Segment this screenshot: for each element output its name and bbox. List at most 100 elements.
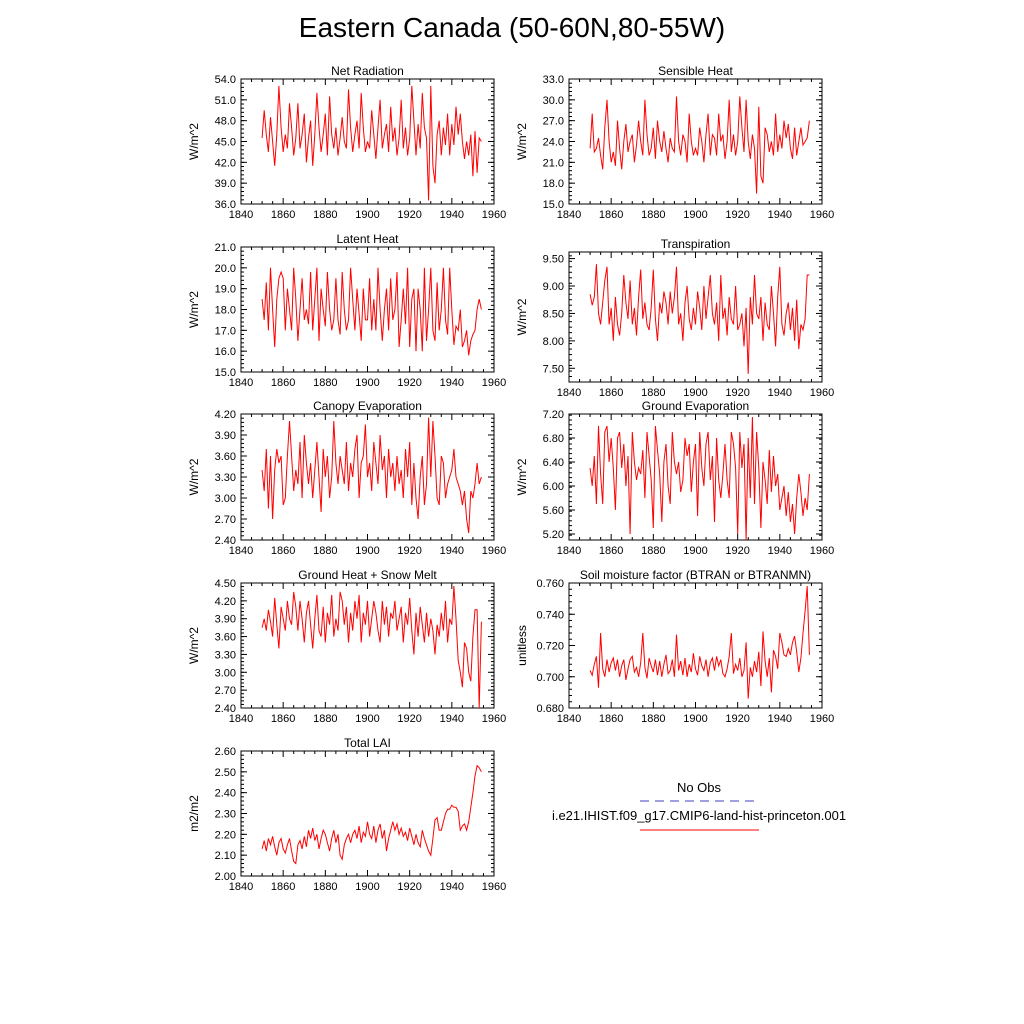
x-tick-label: 1960 xyxy=(810,209,834,221)
series-line xyxy=(261,764,482,865)
x-tick-label: 1860 xyxy=(271,713,295,725)
y-tick-label: 2.30 xyxy=(215,809,236,821)
y-tick-label: 36.0 xyxy=(215,199,236,211)
panel-title: Canopy Evaporation xyxy=(313,399,422,413)
legend-model-label: i.e21.IHIST.f09_g17.CMIP6-land-hist-prin… xyxy=(552,808,846,823)
x-tick-label: 1900 xyxy=(355,713,379,725)
x-tick-label: 1940 xyxy=(440,881,464,893)
x-tick-label: 1960 xyxy=(482,377,506,389)
x-tick-label: 1920 xyxy=(397,377,421,389)
x-tick-label: 1960 xyxy=(810,713,834,725)
y-tick-label: 3.90 xyxy=(215,430,236,442)
y-tick-label: 42.0 xyxy=(215,157,236,169)
y-tick-label: 4.50 xyxy=(215,578,236,590)
y-tick-label: 2.70 xyxy=(215,685,236,697)
x-tick-label: 1860 xyxy=(271,545,295,557)
x-tick-label: 1960 xyxy=(482,545,506,557)
y-tick-label: 7.20 xyxy=(543,409,564,421)
y-tick-label: 2.20 xyxy=(215,829,236,841)
x-tick-label: 1960 xyxy=(810,545,834,557)
x-tick-label: 1940 xyxy=(440,377,464,389)
y-tick-label: 2.40 xyxy=(215,788,236,800)
y-tick-label: 39.0 xyxy=(215,178,236,190)
x-tick-label: 1860 xyxy=(271,377,295,389)
chart-panel: Soil moisture factor (BTRAN or BTRANMN) u… xyxy=(515,568,834,725)
y-tick-label: 21.0 xyxy=(215,242,236,254)
x-tick-label: 1920 xyxy=(397,713,421,725)
y-axis-label: W/m^2 xyxy=(515,298,529,335)
x-tick-label: 1920 xyxy=(725,713,749,725)
x-tick-label: 1900 xyxy=(683,387,707,399)
x-tick-label: 1920 xyxy=(397,209,421,221)
chart-panel: Net Radiation W/m^2 1840 1860 1880 1900 1920 19… xyxy=(187,64,506,221)
y-tick-label: 17.0 xyxy=(215,325,236,337)
y-tick-label: 0.720 xyxy=(536,641,564,653)
y-axis-label: W/m^2 xyxy=(515,458,529,495)
chart-panel: Sensible Heat W/m^2 1840 1860 1880 1900 1920 19… xyxy=(515,64,834,221)
series-line xyxy=(589,586,810,699)
x-tick-label: 1940 xyxy=(768,387,792,399)
y-tick-label: 3.00 xyxy=(215,493,236,505)
x-tick-label: 1840 xyxy=(557,545,581,557)
y-tick-label: 3.30 xyxy=(215,649,236,661)
y-tick-label: 0.740 xyxy=(536,609,564,621)
legend-obs-label: No Obs xyxy=(677,780,722,795)
x-tick-label: 1920 xyxy=(397,881,421,893)
y-tick-label: 7.50 xyxy=(543,363,564,375)
y-tick-label: 6.00 xyxy=(543,481,564,493)
y-tick-label: 2.50 xyxy=(215,767,236,779)
x-tick-label: 1900 xyxy=(683,209,707,221)
plot-frame xyxy=(240,246,495,373)
x-tick-label: 1840 xyxy=(229,209,253,221)
panel-title: Soil moisture factor (BTRAN or BTRANMN) xyxy=(580,568,811,582)
y-tick-label: 21.0 xyxy=(543,157,564,169)
y-tick-label: 3.90 xyxy=(215,614,236,626)
panel-title: Ground Heat + Snow Melt xyxy=(298,568,437,582)
panel-title: Transpiration xyxy=(661,237,731,251)
x-tick-label: 1900 xyxy=(355,545,379,557)
x-tick-label: 1940 xyxy=(440,713,464,725)
y-tick-label: 45.0 xyxy=(215,137,236,149)
panel-title: Ground Evaporation xyxy=(642,399,749,413)
x-tick-label: 1840 xyxy=(229,377,253,389)
x-tick-label: 1880 xyxy=(641,387,665,399)
x-tick-label: 1880 xyxy=(313,881,337,893)
x-tick-label: 1900 xyxy=(355,209,379,221)
x-tick-label: 1840 xyxy=(229,881,253,893)
series-line xyxy=(589,96,810,194)
chart-panel: Total LAI m2/m2 1840 1860 1880 1900 1920 1940 19… xyxy=(187,736,506,893)
chart-panel: Latent Heat W/m^2 1840 1860 1880 1900 1920 1940… xyxy=(187,232,506,389)
x-tick-label: 1840 xyxy=(229,713,253,725)
x-tick-label: 1880 xyxy=(313,209,337,221)
y-axis-label: W/m^2 xyxy=(187,458,201,495)
y-tick-label: 0.760 xyxy=(536,578,564,590)
y-tick-label: 2.10 xyxy=(215,850,236,862)
x-tick-label: 1900 xyxy=(683,545,707,557)
y-tick-label: 9.00 xyxy=(543,281,564,293)
series-line xyxy=(261,417,482,534)
x-tick-label: 1880 xyxy=(313,377,337,389)
y-tick-label: 6.80 xyxy=(543,433,564,445)
y-tick-label: 0.700 xyxy=(536,672,564,684)
x-tick-label: 1920 xyxy=(725,387,749,399)
y-tick-label: 3.30 xyxy=(215,472,236,484)
x-tick-label: 1900 xyxy=(355,881,379,893)
x-tick-label: 1960 xyxy=(482,713,506,725)
y-tick-label: 8.50 xyxy=(543,308,564,320)
x-tick-label: 1940 xyxy=(768,209,792,221)
y-tick-label: 33.0 xyxy=(543,74,564,86)
y-tick-label: 18.0 xyxy=(215,305,236,317)
x-tick-label: 1880 xyxy=(641,713,665,725)
y-tick-label: 51.0 xyxy=(215,95,236,107)
y-tick-label: 30.0 xyxy=(543,95,564,107)
y-tick-label: 3.60 xyxy=(215,451,236,463)
panel-title: Net Radiation xyxy=(331,64,404,78)
x-tick-label: 1920 xyxy=(725,545,749,557)
y-tick-label: 3.00 xyxy=(215,667,236,679)
y-tick-label: 16.0 xyxy=(215,346,236,358)
panel-title: Latent Heat xyxy=(336,232,399,246)
chart-panel: Ground Evaporation W/m^2 1840 1860 1880 1900 1… xyxy=(515,399,834,557)
y-tick-label: 6.40 xyxy=(543,457,564,469)
y-tick-label: 4.20 xyxy=(215,596,236,608)
